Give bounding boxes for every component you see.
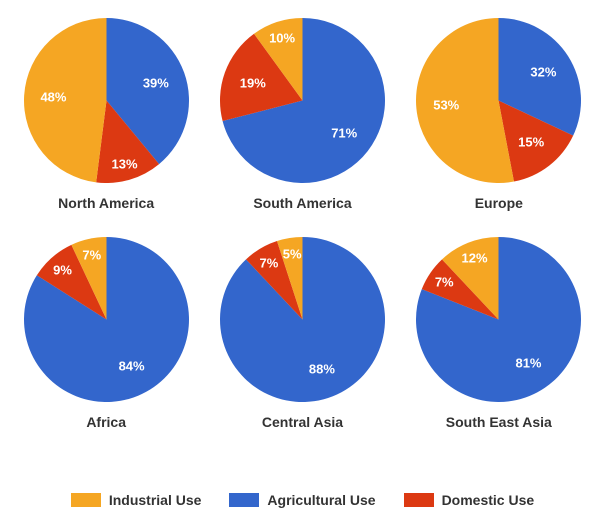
legend-item-domestic: Domestic Use — [404, 492, 535, 508]
pie-cell-central_asia: 88%7%5% Central Asia — [220, 237, 385, 430]
pie-chart-europe — [416, 18, 581, 183]
legend-label-agricultural: Agricultural Use — [267, 492, 375, 508]
pie-cell-south_america: 71%19%10% South America — [220, 18, 385, 211]
pie-wrap-central_asia: 88%7%5% — [220, 237, 385, 402]
legend-swatch-agricultural — [229, 493, 259, 507]
pie-chart-south_east_asia — [416, 237, 581, 402]
pie-chart-north_america — [24, 18, 189, 183]
pie-cell-south_east_asia: 81%7%12% South East Asia — [416, 237, 581, 430]
legend-label-domestic: Domestic Use — [442, 492, 535, 508]
chart-canvas: 39%13%48% North America 71%19%10% South Ame… — [0, 0, 605, 524]
legend-label-industrial: Industrial Use — [109, 492, 202, 508]
legend-item-industrial: Industrial Use — [71, 492, 202, 508]
pie-grid: 39%13%48% North America 71%19%10% South Ame… — [12, 18, 593, 430]
pie-cell-europe: 32%15%53% Europe — [416, 18, 581, 211]
pie-wrap-south_east_asia: 81%7%12% — [416, 237, 581, 402]
pie-caption-africa: Africa — [86, 414, 126, 430]
legend: Industrial Use Agricultural Use Domestic U… — [0, 492, 605, 508]
pie-chart-africa — [24, 237, 189, 402]
pie-wrap-africa: 84%9%7% — [24, 237, 189, 402]
pie-chart-south_america — [220, 18, 385, 183]
pie-chart-central_asia — [220, 237, 385, 402]
pie-caption-south_east_asia: South East Asia — [446, 414, 552, 430]
pie-slice-industrial — [24, 18, 106, 182]
pie-caption-south_america: South America — [253, 195, 351, 211]
pie-wrap-south_america: 71%19%10% — [220, 18, 385, 183]
legend-swatch-industrial — [71, 493, 101, 507]
pie-cell-north_america: 39%13%48% North America — [24, 18, 189, 211]
pie-caption-north_america: North America — [58, 195, 154, 211]
pie-cell-africa: 84%9%7% Africa — [24, 237, 189, 430]
legend-swatch-domestic — [404, 493, 434, 507]
legend-item-agricultural: Agricultural Use — [229, 492, 375, 508]
pie-caption-central_asia: Central Asia — [262, 414, 343, 430]
pie-wrap-north_america: 39%13%48% — [24, 18, 189, 183]
pie-caption-europe: Europe — [475, 195, 523, 211]
pie-wrap-europe: 32%15%53% — [416, 18, 581, 183]
